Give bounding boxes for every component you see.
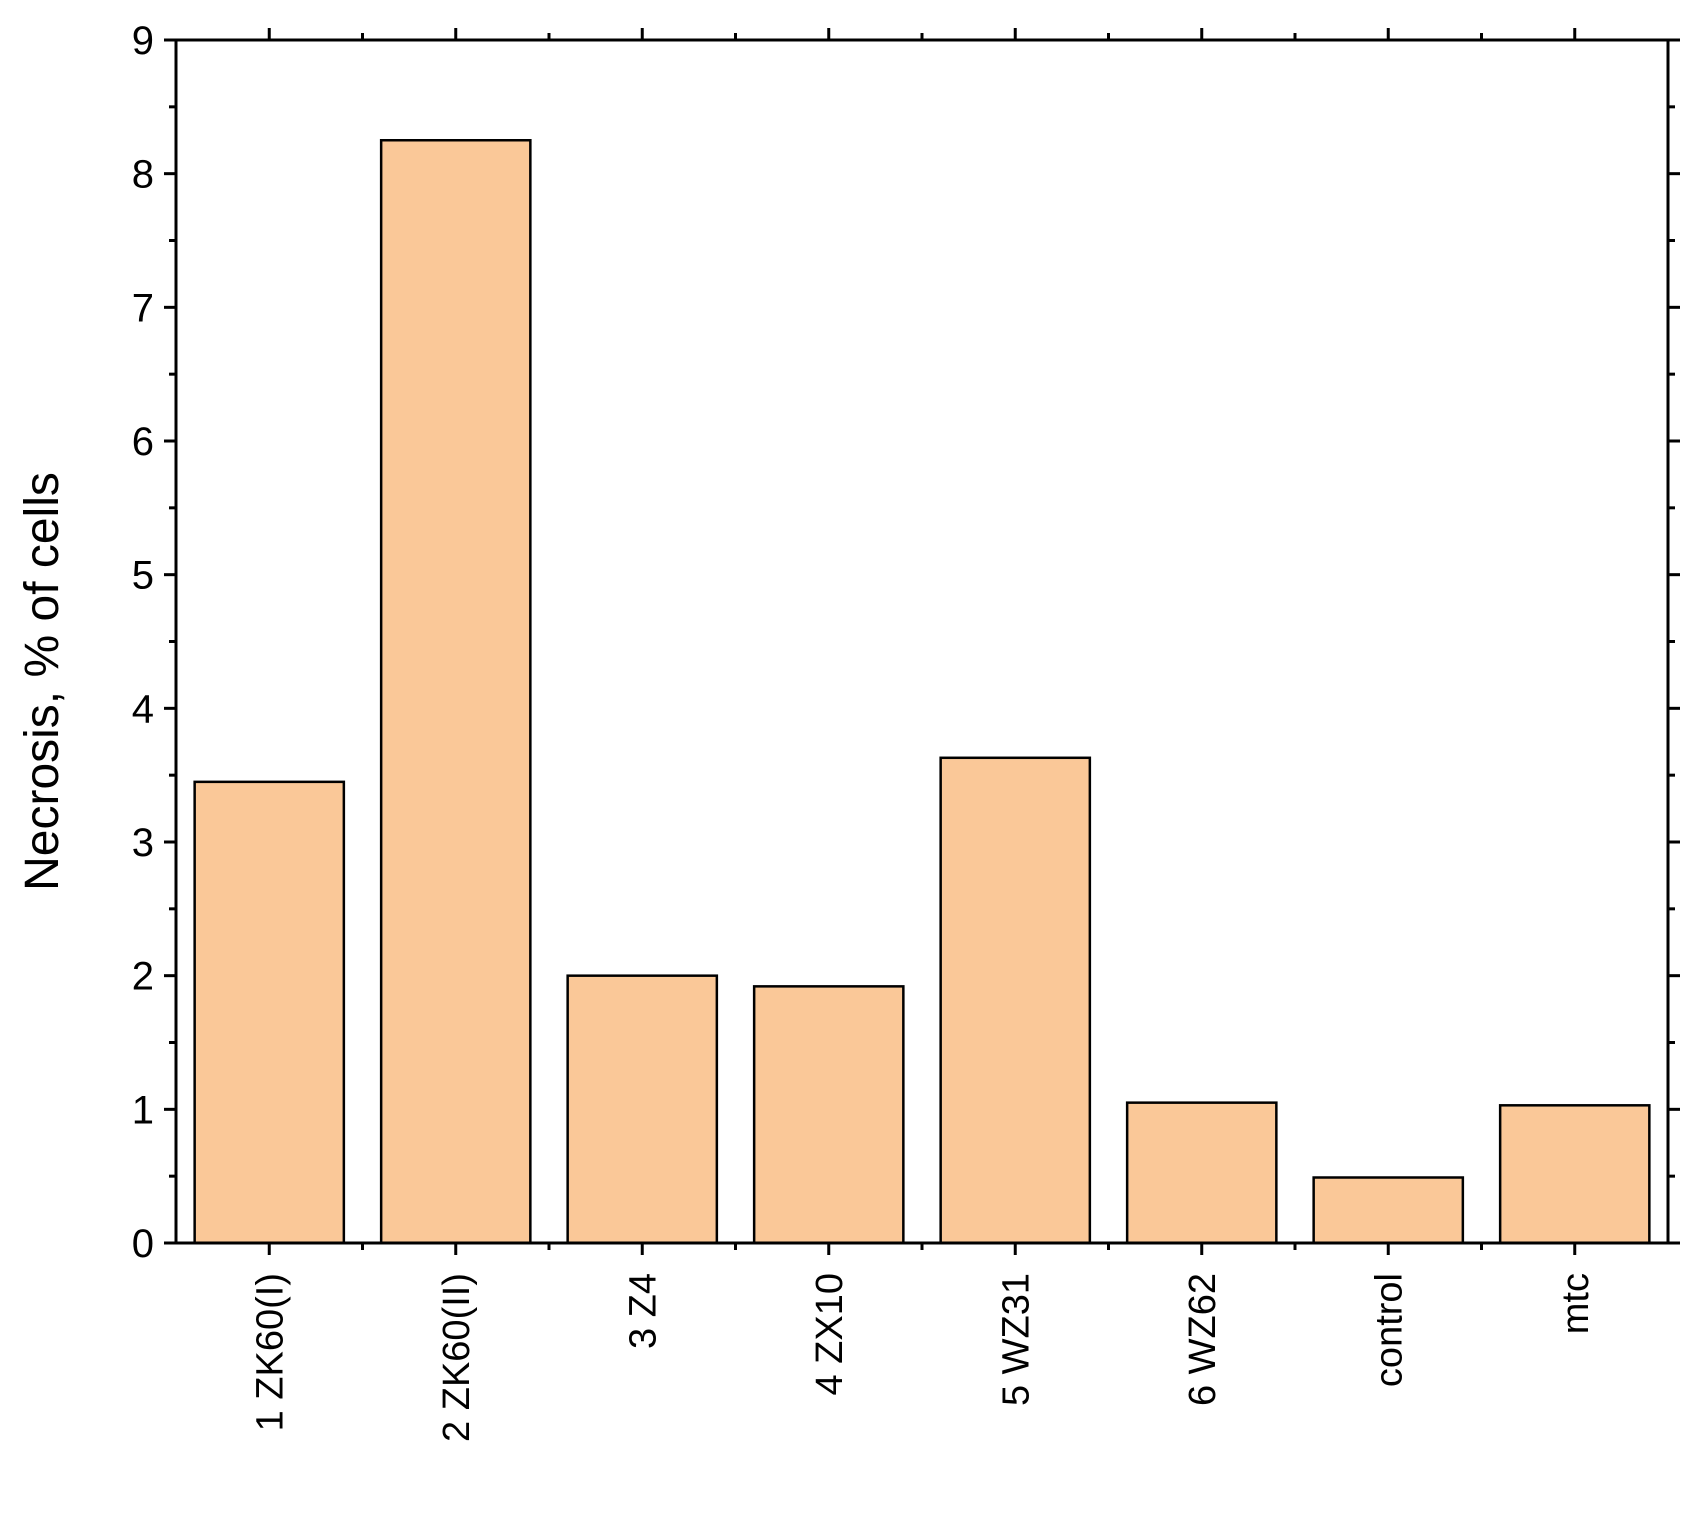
y-tick-label: 2: [132, 955, 154, 999]
x-tick-label: 4 ZX10: [809, 1273, 851, 1396]
y-tick-label: 9: [132, 19, 154, 63]
bar-6: [1312, 1176, 1465, 1245]
bar-2: [566, 974, 719, 1245]
y-tick-label: 1: [132, 1088, 154, 1132]
x-tick-label: 2 ZK60(II): [436, 1273, 478, 1442]
y-tick-label: 0: [132, 1222, 154, 1266]
x-tick-label: 3 Z4: [622, 1273, 664, 1349]
bar-5: [1125, 1101, 1278, 1245]
bar-4: [939, 756, 1092, 1245]
y-tick-label: 5: [132, 554, 154, 598]
y-tick-label: 4: [132, 687, 154, 731]
bar-7: [1498, 1104, 1651, 1245]
y-axis-label: Necrosis, % of cells: [16, 472, 69, 891]
x-tick-label: 5 WZ31: [995, 1273, 1037, 1406]
x-tick-label: mtc: [1555, 1273, 1597, 1334]
bars: [193, 139, 1651, 1245]
x-tick-label: control: [1368, 1273, 1410, 1387]
bar-1: [379, 139, 532, 1245]
y-tick-label: 7: [132, 286, 154, 330]
x-tick-label: 6 WZ62: [1182, 1273, 1224, 1406]
y-tick-label: 6: [132, 420, 154, 464]
y-tick-label: 8: [132, 153, 154, 197]
x-tick-label: 1 ZK60(I): [249, 1273, 291, 1431]
bar-3: [752, 985, 905, 1245]
bar-0: [193, 780, 346, 1245]
plot-frame: [174, 38, 1670, 1245]
y-tick-label: 3: [132, 821, 154, 865]
y-tick-labels: 0 1 2 3 4 5 6 7 8 9: [132, 19, 154, 1266]
x-tick-labels: 1 ZK60(I) 2 ZK60(II) 3 Z4 4 ZX10 5 WZ31 6 WZ6…: [249, 1273, 1597, 1442]
